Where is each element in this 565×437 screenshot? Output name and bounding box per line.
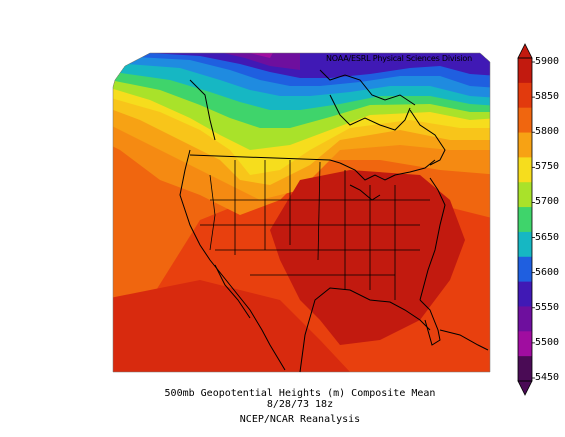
caption-source: NCEP/NCAR Reanalysis [239,414,361,425]
legend-label: 5650 [535,231,560,243]
contour-field [113,53,490,372]
caption-date: 8/28/73 18z [266,399,334,410]
legend-swatch [518,281,532,307]
legend-min-arrow [517,380,533,396]
legend-swatch [518,82,532,109]
legend-label: 5700 [535,196,560,208]
legend-swatch [518,157,532,183]
legend-swatch [518,182,532,208]
legend-swatch [518,331,532,357]
credit-text: NOAA/ESRL Physical Sciences Division [326,54,472,63]
caption-title: 500mb Geopotential Heights (m) Composite… [164,388,436,399]
legend-swatch [518,107,532,134]
legend-swatch [518,356,532,382]
legend-swatch [518,256,532,283]
coastlines [179,69,489,373]
legend-label: 5450 [535,372,560,383]
legend-swatch [518,207,532,233]
legend-swatch [518,306,532,332]
legend-swatch [518,132,532,158]
legend-label: 5850 [535,91,560,103]
legend-label: 5550 [535,301,560,313]
legend-label: 5750 [535,161,560,173]
legend-label: 5600 [535,266,560,278]
legend-max-arrow [517,43,533,59]
legend-swatch [518,58,532,84]
legend-swatch [518,231,532,258]
legend-label: 5900 [535,56,560,67]
legend-label: 5500 [535,336,560,348]
legend-label: 5800 [535,126,560,138]
